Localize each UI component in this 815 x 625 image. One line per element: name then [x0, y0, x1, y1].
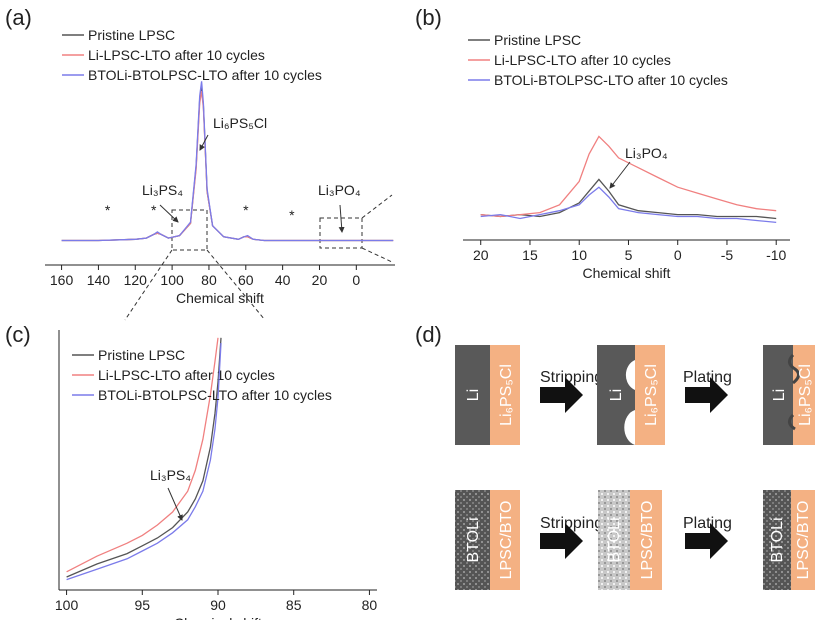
schematic: (d) Li Li₆PS₅Cl Stripping Li Li₆PS₅Cl Pl…: [415, 322, 815, 590]
annotation-arrow: [609, 161, 631, 189]
x-tick-label: 140: [87, 272, 111, 288]
x-axis-label: Chemical shift: [174, 615, 262, 620]
x-tick-label: -5: [721, 247, 734, 263]
x-tick-label: -10: [766, 247, 786, 263]
x-tick-label: 80: [201, 272, 217, 288]
peak-marker: *: [243, 202, 249, 218]
annotation: Li₃PO₄: [625, 145, 668, 161]
annotation: Li₃PS₄: [150, 467, 191, 483]
annotation-arrow: [159, 204, 179, 223]
step-label: Plating: [683, 369, 732, 386]
annotation-arrow: [167, 487, 183, 521]
legend-label: BTOLi-BTOLPSC-LTO after 10 cycles: [98, 387, 332, 403]
series-line: [480, 178, 777, 220]
electrolyte-label: LPSC/BTO: [795, 501, 812, 580]
panel-label: (d): [415, 322, 442, 347]
series-line: [480, 186, 777, 224]
legend-label: Pristine LPSC: [98, 347, 185, 363]
electrolyte-label: Li₆PS₅Cl: [498, 364, 515, 426]
legend-label: Pristine LPSC: [88, 27, 175, 43]
series-line: [66, 342, 222, 581]
x-tick-label: 20: [473, 247, 489, 263]
x-tick-label: 15: [522, 247, 538, 263]
anode-label: BTOLi: [465, 517, 482, 562]
legend-label: BTOLi-BTOLPSC-LTO after 10 cycles: [88, 67, 322, 83]
legend-label: BTOLi-BTOLPSC-LTO after 10 cycles: [494, 72, 728, 88]
x-tick-label: 20: [312, 272, 328, 288]
annotation: Li₆PS₅Cl: [213, 115, 267, 131]
x-axis-label: Chemical shift: [176, 290, 264, 306]
step-label: Plating: [683, 515, 732, 532]
x-tick-label: 5: [625, 247, 633, 263]
step-label: Stripping: [540, 369, 603, 386]
legend-label: Li-LPSC-LTO after 10 cycles: [98, 367, 275, 383]
anode-label: Li: [771, 389, 788, 401]
x-tick-label: 100: [55, 597, 79, 613]
legend-label: Li-LPSC-LTO after 10 cycles: [494, 52, 671, 68]
x-tick-label: 95: [134, 597, 150, 613]
peak-marker: *: [289, 207, 295, 223]
anode-label: Li: [465, 389, 482, 401]
anode-label: BTOLi: [606, 517, 623, 562]
x-tick-label: 0: [352, 272, 360, 288]
anode-label: BTOLi: [769, 517, 786, 562]
electrolyte-label: LPSC/BTO: [639, 501, 656, 580]
x-tick-label: 80: [362, 597, 378, 613]
annotation-arrow: [338, 204, 345, 233]
annotation: Li₃PO₄: [318, 182, 361, 198]
x-tick-label: 85: [286, 597, 302, 613]
series-line: [61, 81, 394, 242]
annotation-arrow: [199, 134, 209, 151]
series-line: [480, 135, 777, 218]
x-tick-label: 40: [275, 272, 291, 288]
annotation: Li₃PS₄: [142, 182, 183, 198]
electrolyte-label: Li₆PS₅Cl: [797, 364, 814, 426]
series-line: [66, 337, 222, 578]
peak-marker: *: [105, 202, 111, 218]
legend-label: Li-LPSC-LTO after 10 cycles: [88, 47, 265, 63]
anode-label: Li: [608, 389, 625, 401]
x-tick-label: 160: [50, 272, 74, 288]
legend-label: Pristine LPSC: [494, 32, 581, 48]
x-tick-label: 100: [160, 272, 184, 288]
x-tick-label: 60: [238, 272, 254, 288]
x-tick-label: 0: [674, 247, 682, 263]
panel-label: (a): [5, 5, 32, 30]
electrolyte-label: LPSC/BTO: [498, 501, 515, 580]
panel-label: (c): [5, 322, 31, 347]
x-tick-label: 120: [124, 272, 148, 288]
peak-marker: *: [151, 202, 157, 218]
step-label: Stripping: [540, 515, 603, 532]
electrolyte-label: Li₆PS₅Cl: [643, 364, 660, 426]
x-tick-label: 10: [571, 247, 587, 263]
series-line: [66, 337, 219, 573]
x-axis-label: Chemical shift: [583, 265, 671, 281]
panel-label: (b): [415, 5, 442, 30]
zoom-guides: [124, 194, 393, 321]
x-tick-label: 90: [210, 597, 226, 613]
